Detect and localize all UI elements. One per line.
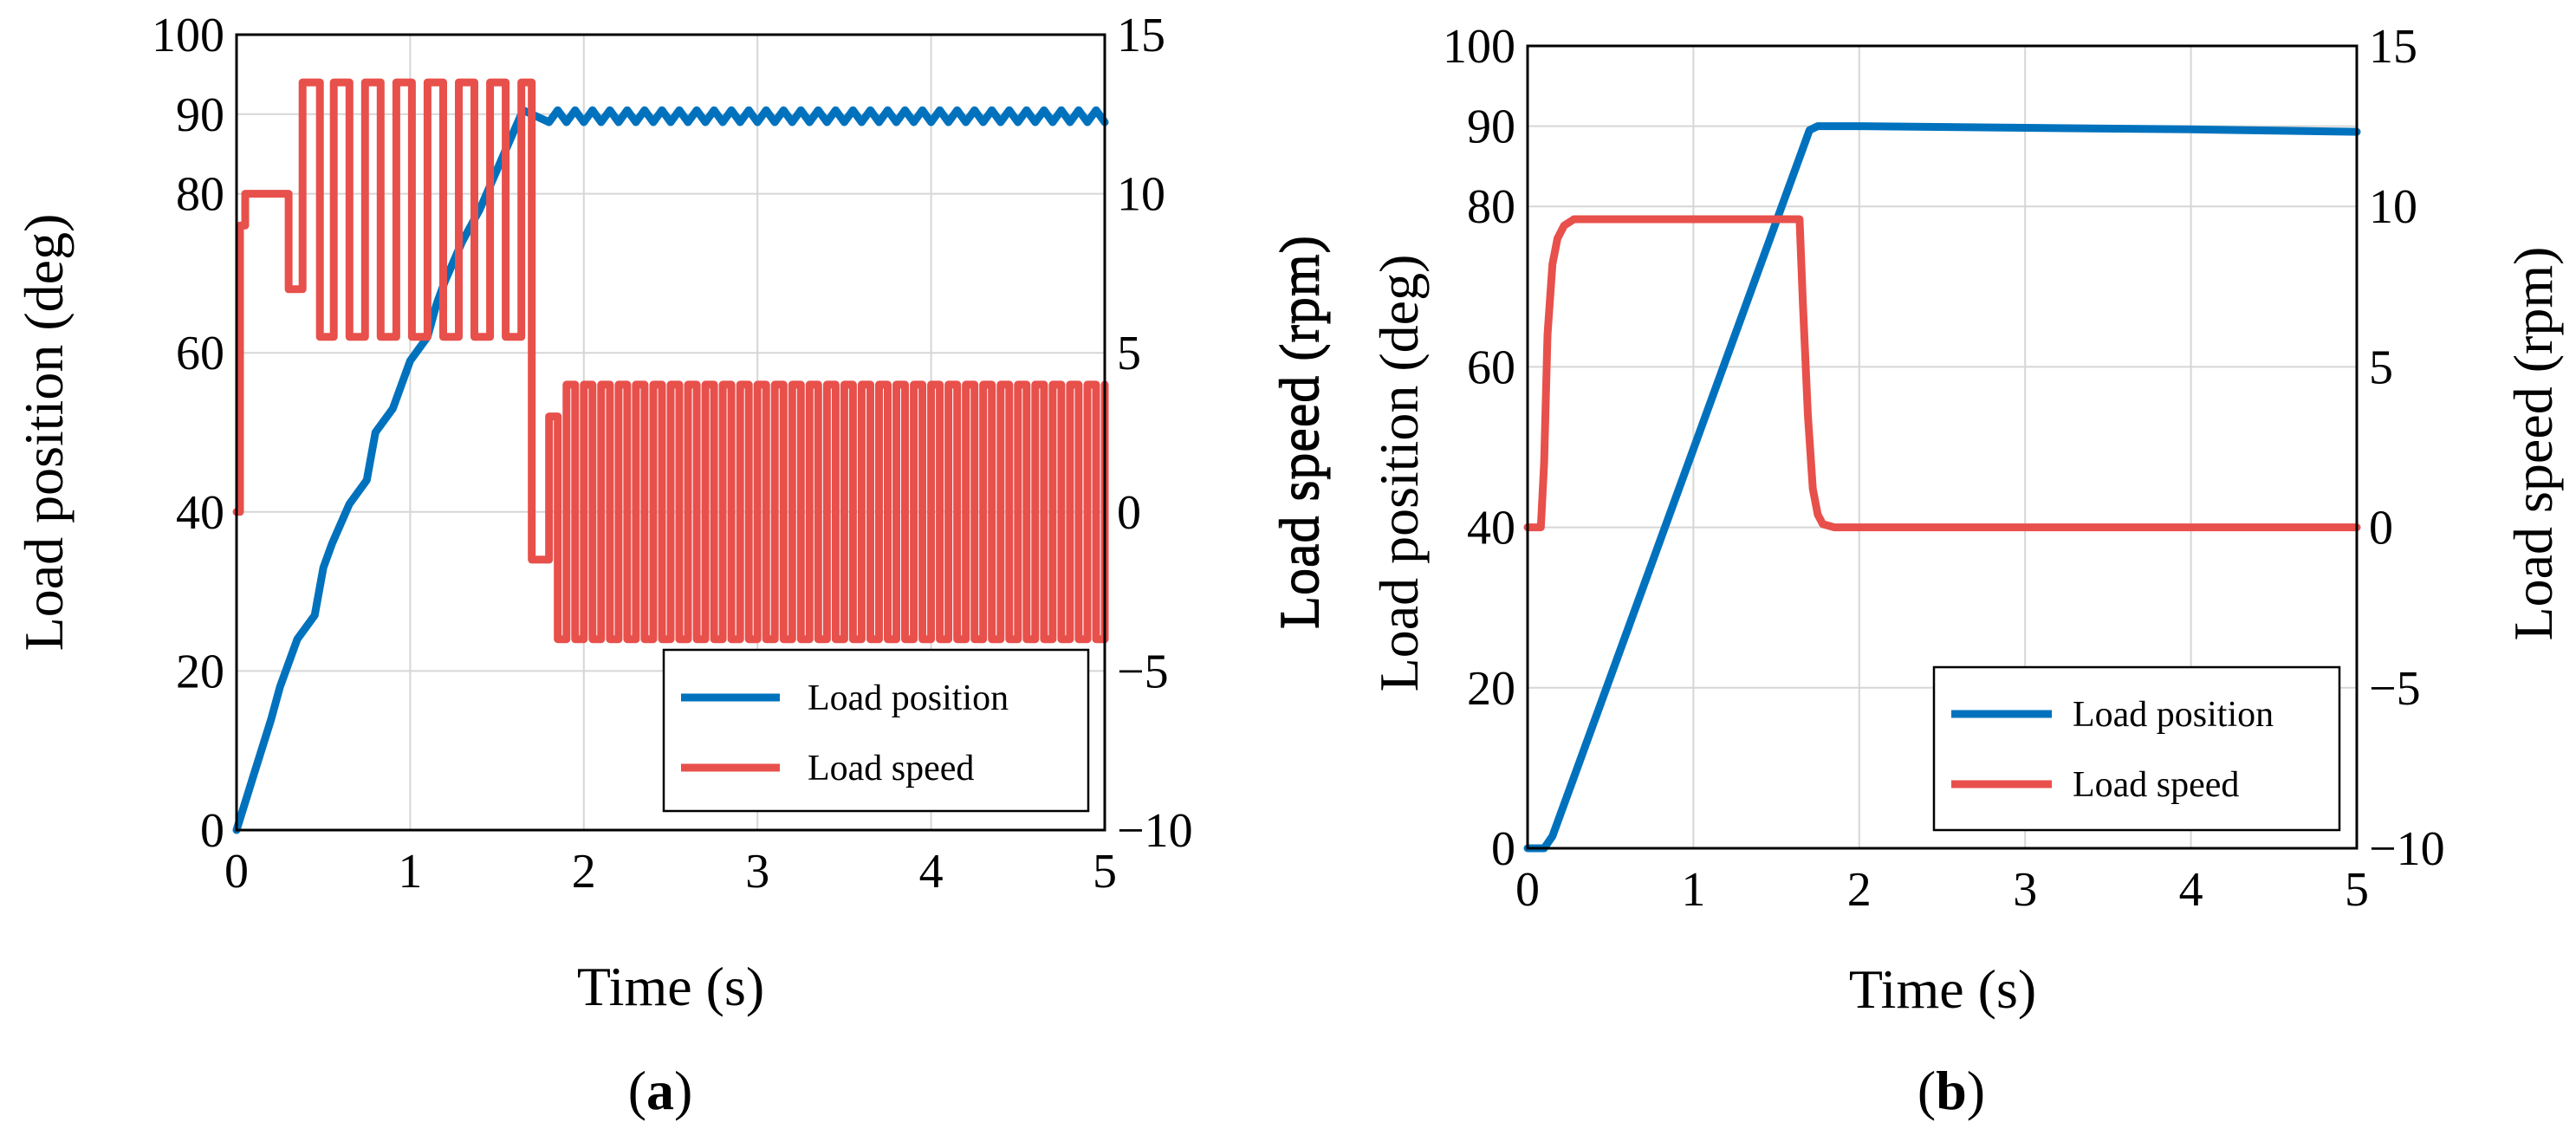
series-line-load-position-b <box>1523 122 2361 853</box>
y-left-tick-label: 80 <box>176 168 224 222</box>
y-right-tick-label: −5 <box>1117 645 1169 698</box>
legend-box-b <box>1932 665 2341 832</box>
legend-label-position-b: Load position <box>2073 695 2274 735</box>
y-right-tick-label: 0 <box>1117 486 1141 540</box>
x-axis-label-b: Time (s) <box>1849 958 2036 1020</box>
y-left-tick-label: 40 <box>1467 502 1515 555</box>
y-left-tick-label: 100 <box>152 9 224 62</box>
legend-b: Load position Load speed <box>1932 665 2341 832</box>
y-right-tick-label: −10 <box>1117 804 1193 858</box>
y-right-tick-label: 0 <box>2369 502 2393 555</box>
y-left-tick-label: 20 <box>176 645 224 698</box>
series-line-load-speed-a <box>232 78 1109 644</box>
caption-close-b: ) <box>1967 1060 1985 1121</box>
x-tick-label: 0 <box>1515 863 1540 917</box>
y-right-tick-label: 15 <box>2369 20 2417 74</box>
x-tick-label: 4 <box>919 845 944 899</box>
ticks-a: 0 1 2 3 4 5 0 20 40 60 80 90 100 −10 −5 0 5 10 15 <box>152 9 1193 899</box>
x-tick-label: 3 <box>2013 863 2037 917</box>
caption-letter-a: a <box>646 1060 674 1121</box>
y-axis-left-label-a: Load position (deg) <box>13 214 75 652</box>
y-right-tick-label: 5 <box>2369 341 2393 394</box>
series-b <box>1523 122 2361 853</box>
caption-a: (a) <box>628 1060 693 1121</box>
caption-open-b: ( <box>1917 1060 1936 1121</box>
y-axis-right-label-b: Load speed (rpm) <box>2502 247 2564 641</box>
caption-b: (b) <box>1917 1060 1985 1121</box>
y-right-tick-label: 10 <box>2369 180 2417 234</box>
y-axis-extra-label-b: Load speed (rpm) <box>1269 236 1331 630</box>
y-left-tick-label: 90 <box>176 88 224 142</box>
y-left-tick-label: 0 <box>1491 822 1515 876</box>
ticks-b: 0 1 2 3 4 5 0 20 40 60 80 90 100 −10 −5 0 5 10 15 <box>1443 20 2445 917</box>
x-tick-label: 1 <box>1681 863 1705 917</box>
legend-a: Load position Load speed <box>662 648 1090 813</box>
y-right-tick-label: 10 <box>1117 168 1165 222</box>
series-a <box>232 78 1109 834</box>
x-tick-label: 0 <box>224 845 249 899</box>
y-left-tick-label: 90 <box>1467 101 1515 154</box>
series-line-load-position-a <box>232 106 1109 834</box>
x-tick-label: 4 <box>2179 863 2203 917</box>
caption-letter-b: b <box>1936 1060 1967 1121</box>
x-tick-label: 5 <box>1093 845 1117 899</box>
legend-box-a <box>662 648 1090 813</box>
y-left-tick-label: 20 <box>1467 662 1515 716</box>
y-left-tick-label: 80 <box>1467 180 1515 234</box>
x-tick-label: 5 <box>2345 863 2369 917</box>
caption-open-a: ( <box>628 1060 646 1121</box>
legend-label-speed-a: Load speed <box>808 749 974 788</box>
y-left-tick-label: 60 <box>176 327 224 380</box>
y-right-tick-label: 15 <box>1117 9 1165 62</box>
x-tick-label: 2 <box>572 845 596 899</box>
x-tick-label: 2 <box>1847 863 1872 917</box>
y-left-tick-label: 60 <box>1467 341 1515 394</box>
legend-label-position-a: Load position <box>808 678 1009 718</box>
x-axis-label-a: Time (s) <box>577 956 764 1017</box>
y-left-tick-label: 100 <box>1443 20 1515 74</box>
plot-frame-b <box>1526 44 2359 850</box>
y-left-tick-label: 0 <box>200 804 224 858</box>
caption-close-a: ) <box>674 1060 692 1121</box>
y-axis-left-label-b: Load position (deg) <box>1368 255 1430 692</box>
y-axis-right-label-a: Load speed (rpm) <box>1268 236 1329 630</box>
plot-frame-a <box>235 33 1106 832</box>
chart-panel-a: 0 1 2 3 4 5 0 20 40 60 80 90 100 −10 −5 0 5 10 15 Time (s)… <box>13 9 1329 1121</box>
y-right-tick-label: −5 <box>2369 662 2421 716</box>
y-right-tick-label: −10 <box>2369 822 2445 876</box>
chart-panel-b: 0 1 2 3 4 5 0 20 40 60 80 90 100 −10 −5 0 5 10 15 Time (s)… <box>1269 20 2564 1121</box>
y-left-tick-label: 40 <box>176 486 224 540</box>
x-tick-label: 1 <box>398 845 422 899</box>
y-right-tick-label: 5 <box>1117 327 1141 380</box>
x-tick-label: 3 <box>745 845 769 899</box>
series-line-load-speed-b <box>1523 215 2361 532</box>
legend-label-speed-b: Load speed <box>2073 765 2239 805</box>
